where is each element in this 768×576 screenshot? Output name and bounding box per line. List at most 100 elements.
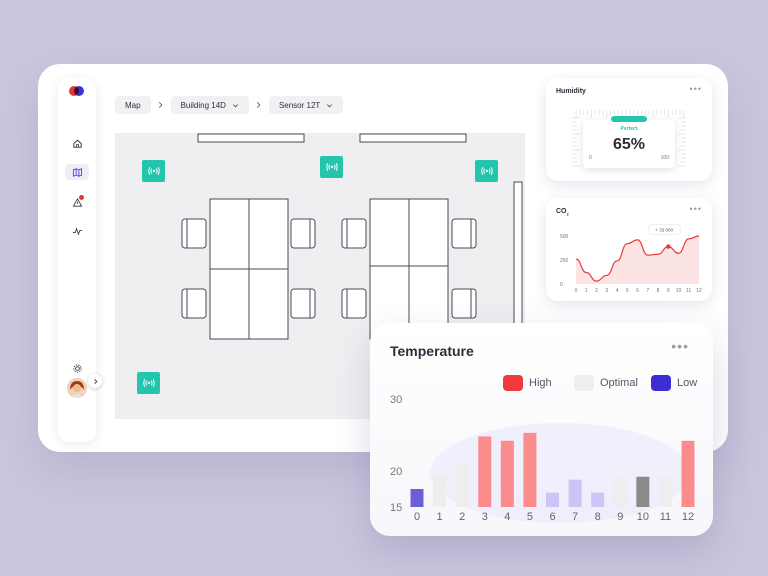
co2-x-tick: 8	[657, 288, 660, 294]
wall-bar	[513, 181, 523, 328]
humidity-gauge	[572, 110, 686, 167]
more-icon[interactable]: •••	[671, 338, 689, 354]
co2-widget: CO2 ••• 0 250 500 0 1 2 3 4 5 6 7 8 9 10 11 12 + 33 000	[546, 198, 712, 301]
temp-x-tick: 7	[572, 511, 578, 523]
breadcrumb-building[interactable]: Building 14D	[170, 96, 249, 114]
temp-y-tick: 20	[390, 466, 402, 478]
chart-glow	[430, 423, 690, 523]
co2-x-tick: 3	[605, 288, 608, 294]
sidebar-item-home[interactable]	[65, 135, 89, 151]
humidity-value: 65%	[612, 136, 646, 153]
legend-item-low[interactable]: Low	[651, 375, 697, 391]
temp-y-tick: 30	[390, 394, 402, 406]
home-icon	[72, 139, 82, 148]
breadcrumb-sensor[interactable]: Sensor 12T	[268, 96, 344, 114]
chevron-right-icon	[151, 101, 171, 109]
co2-x-tick: 0	[575, 288, 578, 294]
chairs	[181, 218, 477, 319]
temp-y-tick: 15	[390, 502, 402, 514]
co2-x-tick: 7	[646, 288, 649, 294]
sidebar-item-activity[interactable]	[65, 223, 89, 239]
co2-y-tick: 0	[560, 282, 563, 288]
co2-x-tick: 2	[595, 288, 598, 294]
temperature-card: Temperature ••• High Optimal Low 15 20 30 0…	[370, 323, 713, 536]
temp-x-tick: 1	[437, 511, 443, 523]
gear-icon	[72, 363, 82, 373]
co2-y-tick: 250	[560, 258, 569, 264]
co2-tooltip-box	[647, 224, 681, 236]
temp-bar	[636, 476, 650, 507]
sensor-marker[interactable]	[475, 160, 498, 182]
humidity-status: Perfect	[620, 126, 638, 132]
co2-x-tick: 1	[585, 288, 588, 294]
wifi-signal-icon	[480, 166, 493, 176]
legend-item-optimal[interactable]: Optimal	[574, 375, 638, 391]
window-bar	[197, 133, 305, 143]
temp-x-tick: 10	[637, 511, 649, 523]
more-icon[interactable]: •••	[689, 204, 702, 214]
temp-x-tick: 0	[414, 511, 420, 523]
window-bar	[359, 133, 467, 143]
sidebar-expand-button[interactable]	[88, 374, 102, 388]
temp-bar	[455, 463, 469, 507]
breadcrumb-map[interactable]: Map	[115, 96, 151, 114]
sensor-marker[interactable]	[137, 372, 160, 394]
sensor-marker[interactable]	[142, 160, 165, 182]
humidity-title: Humidity	[556, 88, 586, 95]
alert-icon	[72, 197, 82, 207]
temperature-title: Temperature	[390, 343, 474, 359]
temp-x-tick: 6	[549, 511, 555, 523]
temp-bar	[658, 476, 672, 507]
co2-x-tick: 10	[676, 288, 682, 294]
settings-button[interactable]	[65, 360, 89, 376]
temp-bar	[410, 489, 424, 507]
chevron-down-icon	[232, 103, 238, 107]
chevron-down-icon	[327, 103, 333, 107]
temp-bar	[500, 440, 514, 507]
sidebar-item-alerts[interactable]	[65, 194, 89, 210]
co2-y-tick: 500	[560, 234, 569, 240]
temp-bar	[523, 432, 537, 507]
logo-icon	[69, 86, 85, 96]
co2-area	[576, 236, 699, 284]
legend-swatch-optimal	[574, 375, 594, 391]
co2-line	[575, 235, 700, 282]
temp-bar	[681, 440, 695, 507]
temp-x-tick: 11	[660, 511, 671, 523]
co2-x-tick: 4	[616, 288, 619, 294]
more-icon[interactable]: •••	[689, 84, 702, 94]
co2-x-tick: 6	[636, 288, 639, 294]
temp-bar	[591, 492, 605, 507]
humidity-scale-min: 0	[589, 155, 592, 161]
co2-point	[666, 244, 671, 249]
chevron-right-icon	[93, 378, 97, 384]
alert-badge	[79, 195, 84, 200]
co2-title: CO2	[556, 208, 569, 217]
temp-bar	[568, 479, 582, 507]
co2-x-tick: 11	[686, 288, 691, 294]
temp-x-tick: 2	[459, 511, 465, 523]
wifi-signal-icon	[147, 166, 160, 176]
humidity-indicator	[611, 116, 647, 122]
breadcrumb: Map Building 14D Sensor 12T	[115, 96, 344, 114]
floor-plan	[181, 133, 523, 340]
wifi-signal-icon	[142, 378, 155, 388]
legend-swatch-low	[651, 375, 671, 391]
avatar[interactable]	[67, 378, 87, 398]
co2-x-tick: 5	[626, 288, 629, 294]
temp-bar	[546, 492, 559, 507]
sensor-marker[interactable]	[320, 156, 343, 178]
sidebar	[58, 78, 102, 442]
legend-item-high[interactable]: High	[503, 375, 552, 391]
humidity-scale-max: 100	[660, 155, 669, 161]
temp-x-tick: 3	[482, 511, 488, 523]
floor-plan-map[interactable]	[115, 133, 525, 419]
humidity-readout: Perfect 65% 0 100	[583, 116, 675, 168]
humidity-widget: Humidity ••• Perfect 65% 0 100	[546, 78, 712, 181]
wifi-signal-icon	[325, 162, 338, 172]
temp-x-tick: 8	[595, 511, 601, 523]
temp-bar	[613, 476, 627, 507]
sidebar-item-map[interactable]	[65, 164, 89, 180]
